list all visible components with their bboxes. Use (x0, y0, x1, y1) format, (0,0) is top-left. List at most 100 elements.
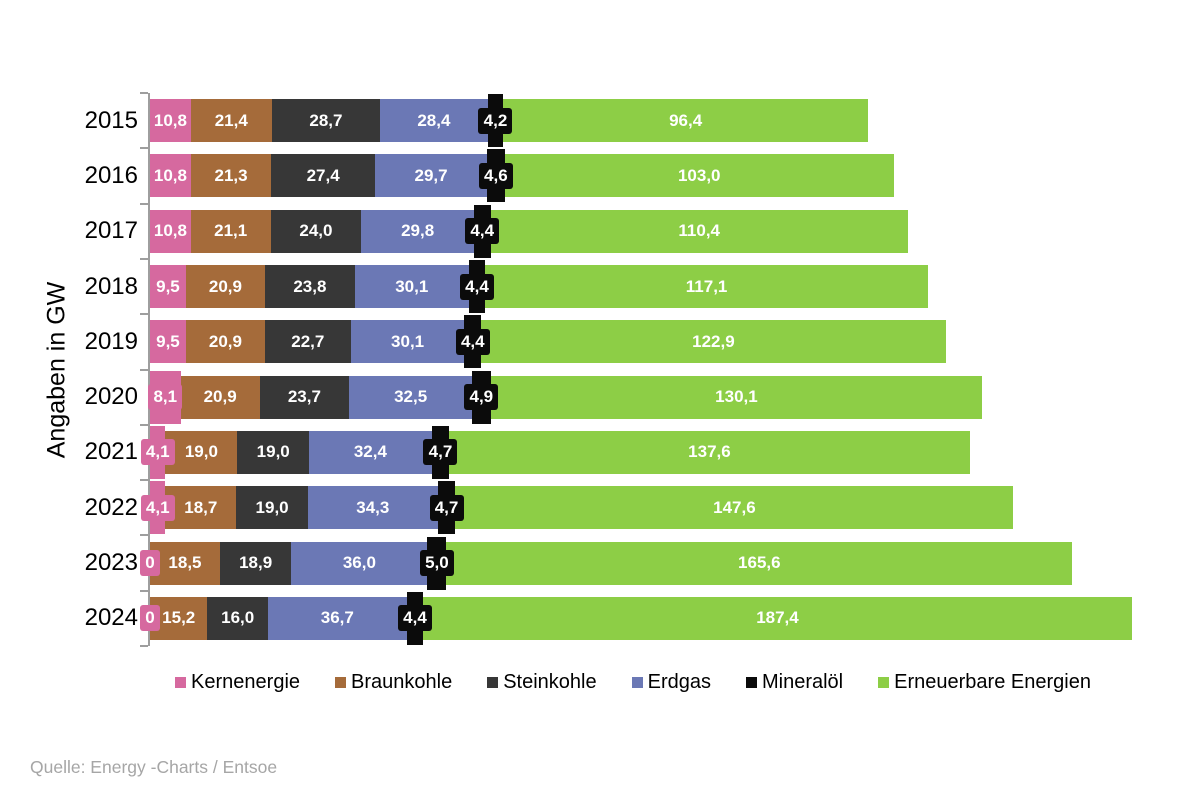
legend-item: Kernenergie (175, 671, 300, 694)
bar-segment-erneuerbare-energien: 165,6 (446, 541, 1073, 585)
bar-segment-erdgas: 36,7 (267, 596, 407, 640)
bar-segment-braunkohle: 19,0 (165, 430, 238, 474)
y-axis-tick (140, 313, 148, 316)
bar-segment-erdgas: 29,8 (361, 209, 474, 253)
legend-item: Erneuerbare Energien (878, 671, 1091, 694)
year-label: 2021 (84, 438, 138, 466)
bar-segment-kernenergie: 9,5 (150, 320, 186, 364)
bar-segment-kernenergie: 10,8 (150, 209, 191, 253)
bar-segment-kernenergie: 10,8 (150, 99, 191, 143)
legend-label: Mineralöl (761, 671, 844, 693)
bar-segment-label-chip: 4,4 (397, 605, 432, 632)
bar-segment-kernenergie: 9,5 (150, 265, 186, 309)
bar-segment-label-chip: 4,7 (423, 439, 458, 466)
bar-segment-kernenergie: 10,8 (150, 154, 191, 198)
bar-segment-erdgas: 36,0 (291, 541, 428, 585)
bar-segment-steinkohle: 18,9 (219, 541, 292, 585)
bar-segment-label-chip: 4,9 (464, 384, 499, 411)
year-label: 2017 (84, 217, 138, 245)
legend-label: Erneuerbare Energien (894, 671, 1091, 693)
year-label: 2018 (84, 272, 138, 300)
y-axis-tick (140, 423, 148, 426)
bar-segment-braunkohle: 20,9 (185, 265, 265, 309)
bar-segment-steinkohle: 19,0 (236, 486, 308, 530)
legend-label: Erdgas (647, 671, 711, 693)
y-axis-tick (140, 257, 148, 260)
y-axis-line (148, 93, 150, 646)
bar-segment-label-chip: 0 (140, 605, 160, 632)
legend-item: Erdgas (631, 671, 711, 694)
bar-segment-erdgas: 30,1 (350, 320, 465, 364)
year-label: 2016 (84, 161, 138, 189)
y-axis-tick (140, 645, 148, 647)
bar-segment-steinkohle: 28,7 (271, 99, 381, 143)
y-axis-tick (140, 368, 148, 371)
bar-segment-label-chip: 0 (140, 550, 160, 577)
bar-segment-erdgas: 28,4 (380, 99, 488, 143)
bar-segment-erdgas: 34,3 (308, 486, 438, 530)
legend: Kernenergie Braunkohle Steinkohle Erdgas Min… (66, 671, 1200, 694)
legend-marker-icon (631, 677, 643, 688)
bar-segment-label-chip: 8,1 (148, 384, 183, 411)
bar-segment-braunkohle: 21,3 (190, 154, 272, 198)
bar-segment-braunkohle: 18,7 (165, 486, 237, 530)
bar-segment-label-chip: 4,1 (140, 494, 175, 521)
bar-segment-steinkohle: 23,7 (259, 375, 350, 419)
year-label: 2020 (84, 383, 138, 411)
bar-segment-erneuerbare-energien: 103,0 (504, 154, 894, 198)
y-axis-tick (140, 202, 148, 205)
y-axis-tick (140, 534, 148, 537)
y-axis-tick (140, 92, 148, 94)
bar-segment-label-chip: 4,6 (478, 162, 513, 189)
bar-segment-steinkohle: 19,0 (237, 430, 310, 474)
legend-marker-icon (335, 677, 347, 688)
bar-segment-label-chip: 4,4 (455, 328, 490, 355)
bar-segment-label-chip: 4,1 (140, 439, 175, 466)
bar-segment-erneuerbare-energien: 117,1 (485, 265, 928, 309)
bar-segment-erdgas: 29,7 (374, 154, 488, 198)
y-axis-tick (140, 479, 148, 482)
year-label: 2022 (84, 493, 138, 521)
bar-segment-erdgas: 32,5 (349, 375, 473, 419)
bar-segment-label-chip: 4,4 (465, 218, 500, 245)
legend-label: Braunkohle (351, 671, 453, 693)
year-label: 2015 (84, 106, 138, 134)
bar-segment-erneuerbare-energien: 96,4 (503, 99, 868, 143)
bar-segment-braunkohle: 20,9 (185, 320, 265, 364)
legend-marker-icon (175, 677, 187, 688)
bar-segment-erdgas: 32,4 (309, 430, 432, 474)
year-label: 2019 (84, 327, 138, 355)
year-label: 2024 (84, 604, 138, 632)
bar-segment-steinkohle: 23,8 (264, 265, 355, 309)
legend-item: Braunkohle (335, 671, 452, 694)
bar-segment-steinkohle: 22,7 (264, 320, 351, 364)
bar-segment-erneuerbare-energien: 147,6 (455, 486, 1014, 530)
legend-item: Steinkohle (487, 671, 597, 694)
bar-segment-steinkohle: 16,0 (207, 596, 268, 640)
bar-segment-label-chip: 4,7 (429, 494, 464, 521)
legend-marker-icon (878, 677, 890, 688)
bar-segment-erneuerbare-energien: 130,1 (490, 375, 983, 419)
bar-segment-erneuerbare-energien: 110,4 (490, 209, 908, 253)
legend-label: Steinkohle (503, 671, 597, 693)
bar-segment-steinkohle: 24,0 (270, 209, 362, 253)
y-axis-tick (140, 147, 148, 150)
bar-segment-braunkohle: 21,4 (190, 99, 272, 143)
bar-segment-erneuerbare-energien: 187,4 (423, 596, 1132, 640)
bar-segment-label-chip: 5,0 (419, 550, 454, 577)
bar-segment-steinkohle: 27,4 (271, 154, 375, 198)
bar-segment-braunkohle: 21,1 (190, 209, 271, 253)
bar-segment-braunkohle: 20,9 (180, 375, 260, 419)
bar-segment-label-chip: 4,2 (478, 107, 513, 134)
bar-segment-erneuerbare-energien: 122,9 (481, 320, 946, 364)
bar-segment-erneuerbare-energien: 137,6 (449, 430, 970, 474)
year-label: 2023 (84, 549, 138, 577)
bar-segment-label-chip: 4,4 (459, 273, 494, 300)
source-note: Quelle: Energy -Charts / Entsoe (30, 757, 278, 777)
bar-segment-braunkohle: 18,5 (150, 541, 220, 585)
bar-segment-erdgas: 30,1 (354, 265, 469, 309)
legend-item: Mineralöl (745, 671, 844, 694)
legend-marker-icon (487, 677, 499, 688)
y-axis-tick (140, 589, 148, 592)
